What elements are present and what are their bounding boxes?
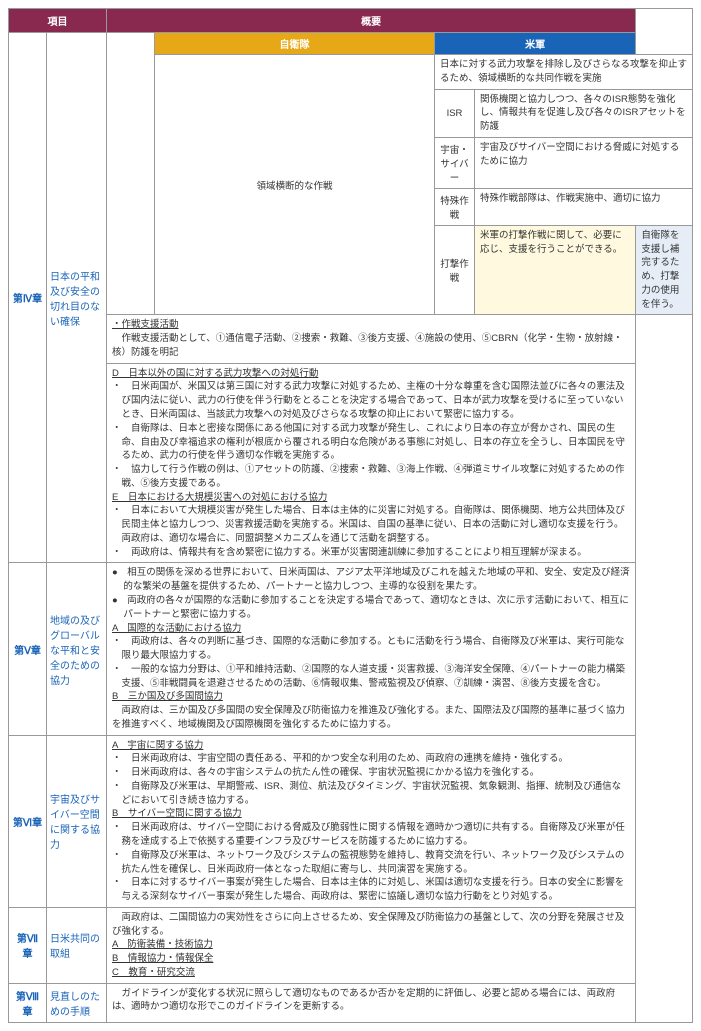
isr-label: ISR bbox=[435, 89, 475, 137]
guidelines-table: 項目 概要 第Ⅳ章 日本の平和及び安全の切れ目のない確保 自衛隊 米軍 領域横断… bbox=[8, 8, 693, 1023]
ch7-title: 日米共同の取組 bbox=[47, 907, 107, 983]
ch5-p1: ● 相互の関係を深める世界において、日米両国は、アジア太平洋地域及びこれを越えた… bbox=[112, 566, 630, 594]
ch6-body: A 宇宙に関する協力 ・ 日米両政府は、宇宙空間の責任ある、平和的かつ安全な利用… bbox=[107, 735, 636, 907]
ch4-body-top: ・作戦支援活動 作戦支援活動として、①通信電子活動、②捜索・救難、③後方支援、④… bbox=[107, 315, 636, 363]
ch4-e1: ・ 日本において大規模災害が発生した場合、日本は主体的に災害に対処する。自衛隊は… bbox=[112, 504, 630, 545]
ch5-secA: A 国際的な活動における協力 bbox=[112, 622, 630, 636]
ch6-a3: ・ 自衛隊及び米軍は、早期警戒、ISR、測位、航法及びタイミング、宇宙状況監視、… bbox=[112, 780, 630, 808]
cross-label: 領域横断的な作戦 bbox=[155, 55, 435, 315]
strike-label: 打撃作戦 bbox=[435, 225, 475, 315]
ch5-a1: ・ 両政府は、各々の判断に基づき、国際的な活動に参加する。ともに活動を行う場合、… bbox=[112, 635, 630, 663]
isr-text: 関係機関と協力しつつ、各々のISR態勢を強化し、情報共有を促進し及び各々のISR… bbox=[475, 89, 693, 137]
ch4-title: 日本の平和及び安全の切れ目のない確保 bbox=[47, 33, 107, 563]
strike-jsdf: 米軍の打撃作戦に関して、必要に応じ、支援を行うことができる。 bbox=[475, 225, 636, 315]
subhdr-jsdf: 自衛隊 bbox=[155, 33, 435, 55]
ch6-b3: ・ 日本に対するサイバー事案が発生した場合、日本は主体的に対処し、米国は適切な支… bbox=[112, 876, 630, 904]
strike-us: 自衛隊を支援し補完するため、打撃力の使用を伴う。 bbox=[636, 225, 693, 315]
ch5-p2: ● 両政府の各々が国際的な活動に参加することを決定する場合であって、適切なときは… bbox=[112, 594, 630, 622]
ch7-secC: C 教育・研究交流 bbox=[112, 966, 630, 980]
ch7-secB: B 情報協力・情報保全 bbox=[112, 952, 630, 966]
ch6-b1: ・ 日米両政府は、サイバー空間における脅威及び脆弱性に関する情報を適時かつ適切に… bbox=[112, 821, 630, 849]
ch5-b1: 両政府は、三か国及び多国間の安全保障及び防衛協力を推進及び強化する。また、国際法… bbox=[112, 704, 630, 732]
header-summary: 概要 bbox=[107, 9, 636, 33]
ch5-a2: ・ 一般的な協力分野は、①平和維持活動、②国際的な人道支援・災害救援、③海洋安全… bbox=[112, 663, 630, 691]
ch8-num: 第Ⅷ章 bbox=[9, 983, 47, 1022]
spec-label: 特殊作戦 bbox=[435, 188, 475, 225]
ch7-body: 両政府は、二国間協力の実効性をさらに向上させるため、安全保障及び防衛協力の基盤と… bbox=[107, 907, 636, 983]
space-text: 宇宙及びサイバー空間における脅威に対処するために協力 bbox=[475, 137, 693, 188]
space-label: 宇宙・サイバー bbox=[435, 137, 475, 188]
cross-r1: 日本に対する武力攻撃を排除し及びさらなる攻撃を抑止するため、領域横断的な共同作戦… bbox=[435, 55, 693, 90]
ch4-body-rest: D 日本以外の国に対する武力攻撃への対処行動 ・ 日米両国が、米国又は第三国に対… bbox=[107, 363, 636, 563]
ch7-num: 第Ⅶ章 bbox=[9, 907, 47, 983]
header-item: 項目 bbox=[9, 9, 107, 33]
ch5-body: ● 相互の関係を深める世界において、日米両国は、アジア太平洋地域及びこれを越えた… bbox=[107, 563, 636, 735]
ch6-num: 第Ⅵ章 bbox=[9, 735, 47, 907]
ch8-body: ガイドラインが変化する状況に照らして適切なものであるか否かを定期的に評価し、必要… bbox=[107, 983, 636, 1022]
ch4-d3: ・ 協力して行う作戦の例は、①アセットの防護、②捜索・救難、③海上作戦、④弾道ミ… bbox=[112, 463, 630, 491]
ch4-body2: 作戦支援活動として、①通信電子活動、②捜索・救難、③後方支援、④施設の使用、⑤C… bbox=[112, 332, 630, 360]
ch4-num: 第Ⅳ章 bbox=[9, 33, 47, 563]
ch6-a1: ・ 日米両政府は、宇宙空間の責任ある、平和的かつ安全な利用のため、両政府の連携を… bbox=[112, 752, 630, 766]
ch6-secA: A 宇宙に関する協力 bbox=[112, 739, 630, 753]
ch6-a2: ・ 日米両政府は、各々の宇宙システムの抗たん性の確保、宇宙状況監視にかかる協力を… bbox=[112, 766, 630, 780]
subhdr-us: 米軍 bbox=[435, 33, 636, 55]
ch4-secD: D 日本以外の国に対する武力攻撃への対処行動 bbox=[112, 367, 630, 381]
ch4-d1: ・ 日米両国が、米国又は第三国に対する武力攻撃に対処するため、主権の十分な尊重を… bbox=[112, 380, 630, 421]
ch5-secB: B 三か国及び多国間協力 bbox=[112, 690, 630, 704]
ch8-title: 見直しのための手順 bbox=[47, 983, 107, 1022]
spec-text: 特殊作戦部隊は、作戦実施中、適切に協力 bbox=[475, 188, 693, 225]
ch5-num: 第Ⅴ章 bbox=[9, 563, 47, 735]
ch7-secA: A 防衛装備・技術協力 bbox=[112, 938, 630, 952]
ch4-e2: ・ 両政府は、情報共有を含め緊密に協力する。米軍が災害関連訓練に参加することによ… bbox=[112, 546, 630, 560]
ch8-p1: ガイドラインが変化する状況に照らして適切なものであるか否かを定期的に評価し、必要… bbox=[112, 987, 630, 1015]
ch6-b2: ・ 自衛隊及び米軍は、ネットワーク及びシステムの監視態勢を維持し、教育交流を行い… bbox=[112, 849, 630, 877]
ch6-title: 宇宙及びサイバー空間に関する協力 bbox=[47, 735, 107, 907]
ch4-d2: ・ 自衛隊は、日本と密接な関係にある他国に対する武力攻撃が発生し、これにより日本… bbox=[112, 422, 630, 463]
ch5-title: 地域の及びグローバルな平和と安全のための協力 bbox=[47, 563, 107, 735]
ch4-secE: E 日本における大規模災害への対処における協力 bbox=[112, 491, 630, 505]
ch4-body1: ・作戦支援活動 bbox=[112, 318, 630, 332]
ch7-p1: 両政府は、二国間協力の実効性をさらに向上させるため、安全保障及び防衛協力の基盤と… bbox=[112, 911, 630, 939]
ch6-secB: B サイバー空間に関する協力 bbox=[112, 807, 630, 821]
